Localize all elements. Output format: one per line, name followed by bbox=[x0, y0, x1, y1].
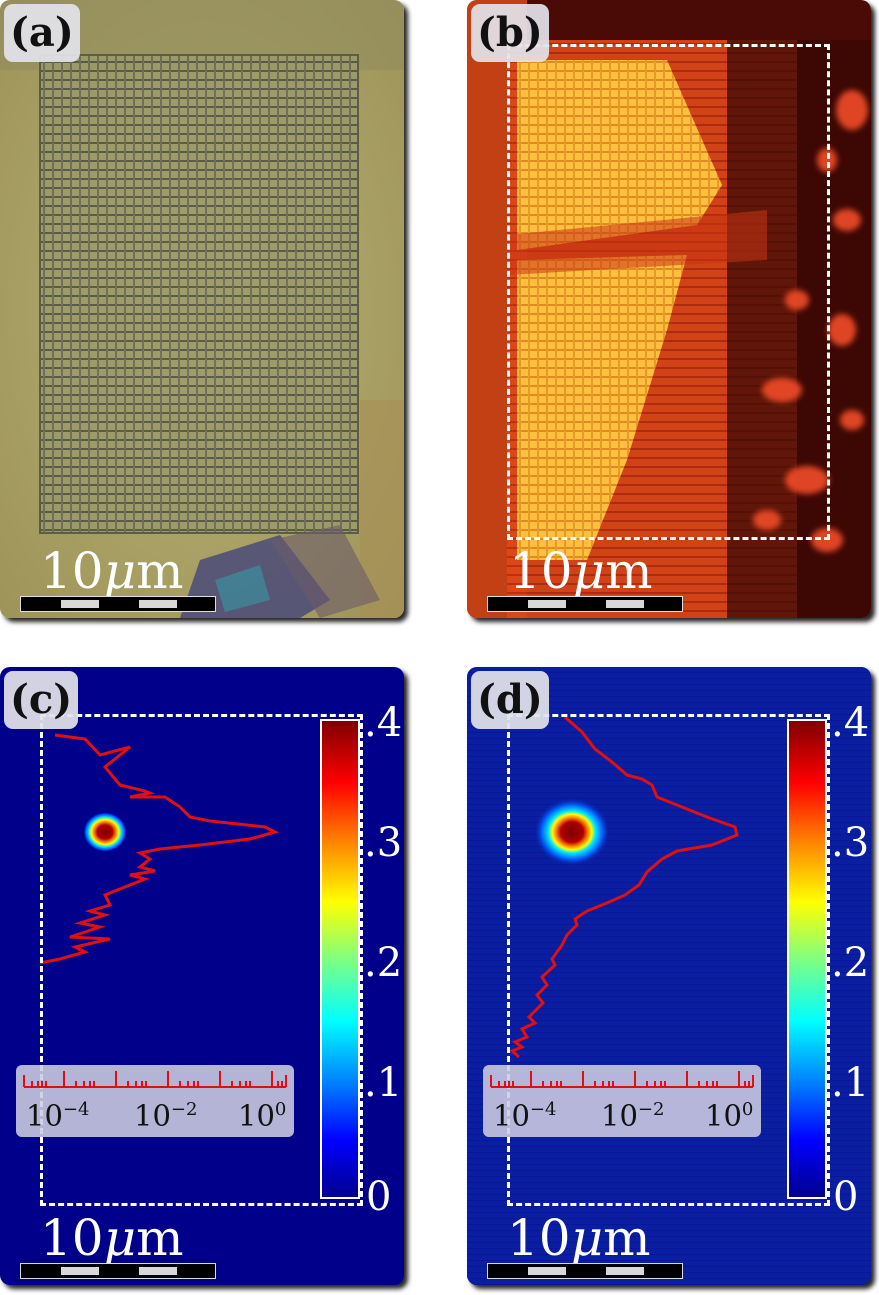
panel-d-log-axis-label-1e-2: 10−2 bbox=[601, 1098, 665, 1133]
panel-d-colorbar-tick-0: 0 bbox=[833, 1174, 859, 1220]
panel-d-intensity-map: .4 .3 .2 .1 0 10−4 10−2 100 (d) 10μm bbox=[467, 667, 871, 1285]
panel-c-heatmap bbox=[39, 733, 280, 965]
panel-c-colorbar-tick-3: .3 bbox=[364, 820, 403, 866]
panel-b-scalebar bbox=[487, 596, 683, 612]
panel-c-log-axis-ticks bbox=[23, 1071, 287, 1088]
panel-d-scalebar bbox=[487, 1263, 683, 1279]
panel-d-colorbar bbox=[787, 719, 827, 1199]
panel-d-label: (d) bbox=[471, 671, 549, 729]
panel-d-colorbar-tick-2: .2 bbox=[831, 940, 870, 986]
panel-c-colorbar-tick-0: 0 bbox=[366, 1174, 392, 1220]
panel-c-label: (c) bbox=[4, 671, 79, 729]
panel-a-scalebar-label: 10μm bbox=[40, 542, 184, 600]
panel-d-region-outline bbox=[507, 714, 830, 1206]
panel-c-scalebar bbox=[20, 1263, 216, 1279]
panel-d-log-axis-ticks bbox=[490, 1071, 754, 1088]
panel-d-scalebar-label: 10μm bbox=[507, 1209, 651, 1267]
panel-c-colorbar-tick-4: .4 bbox=[364, 700, 403, 746]
panel-a-optical-image: (a) 10μm bbox=[0, 0, 404, 618]
panel-d-hotspot bbox=[534, 798, 610, 866]
panel-c-colorbar-tick-2: .2 bbox=[364, 940, 403, 986]
panel-d-log-axis-label-1e0: 100 bbox=[705, 1098, 754, 1133]
panel-c-colorbar-tick-1: .1 bbox=[364, 1060, 403, 1106]
panel-b-label: (b) bbox=[471, 4, 549, 62]
optical-micrograph bbox=[0, 0, 404, 618]
panel-d-log-axis-label-1e-4: 10−4 bbox=[493, 1098, 557, 1133]
panel-d-profile-line bbox=[509, 715, 739, 1059]
panel-c-log-axis-label-1e-4: 10−4 bbox=[26, 1098, 90, 1133]
panel-b-region-outline bbox=[507, 44, 830, 540]
panel-c-profile-line bbox=[39, 733, 280, 965]
panel-d-colorbar-tick-3: .3 bbox=[831, 820, 870, 866]
panel-a-label: (a) bbox=[4, 4, 80, 62]
panel-d-colorbar-tick-1: .1 bbox=[831, 1060, 870, 1106]
panel-c-hotspot bbox=[83, 812, 127, 852]
panel-c-intensity-map: .4 .3 .2 .1 0 10−4 10−2 100 (c) 10μm bbox=[0, 667, 404, 1285]
panel-c-log-axis-label-1e0: 100 bbox=[238, 1098, 287, 1133]
panel-d-colorbar-tick-4: .4 bbox=[831, 700, 870, 746]
panel-c-log-axis-inset: 10−4 10−2 100 bbox=[16, 1065, 294, 1137]
panel-c-colorbar bbox=[320, 719, 360, 1199]
panel-c-log-axis-label-1e-2: 10−2 bbox=[134, 1098, 198, 1133]
panel-c-scalebar-label: 10μm bbox=[40, 1209, 184, 1267]
panel-a-scalebar bbox=[20, 596, 216, 612]
panel-b-scalebar-label: 10μm bbox=[509, 542, 653, 600]
panel-d-log-axis-inset: 10−4 10−2 100 bbox=[483, 1065, 761, 1137]
fluorescence-map bbox=[467, 0, 871, 618]
panel-c-region-outline bbox=[40, 714, 363, 1206]
panel-b-fluorescence-image: (b) 10μm bbox=[467, 0, 871, 618]
